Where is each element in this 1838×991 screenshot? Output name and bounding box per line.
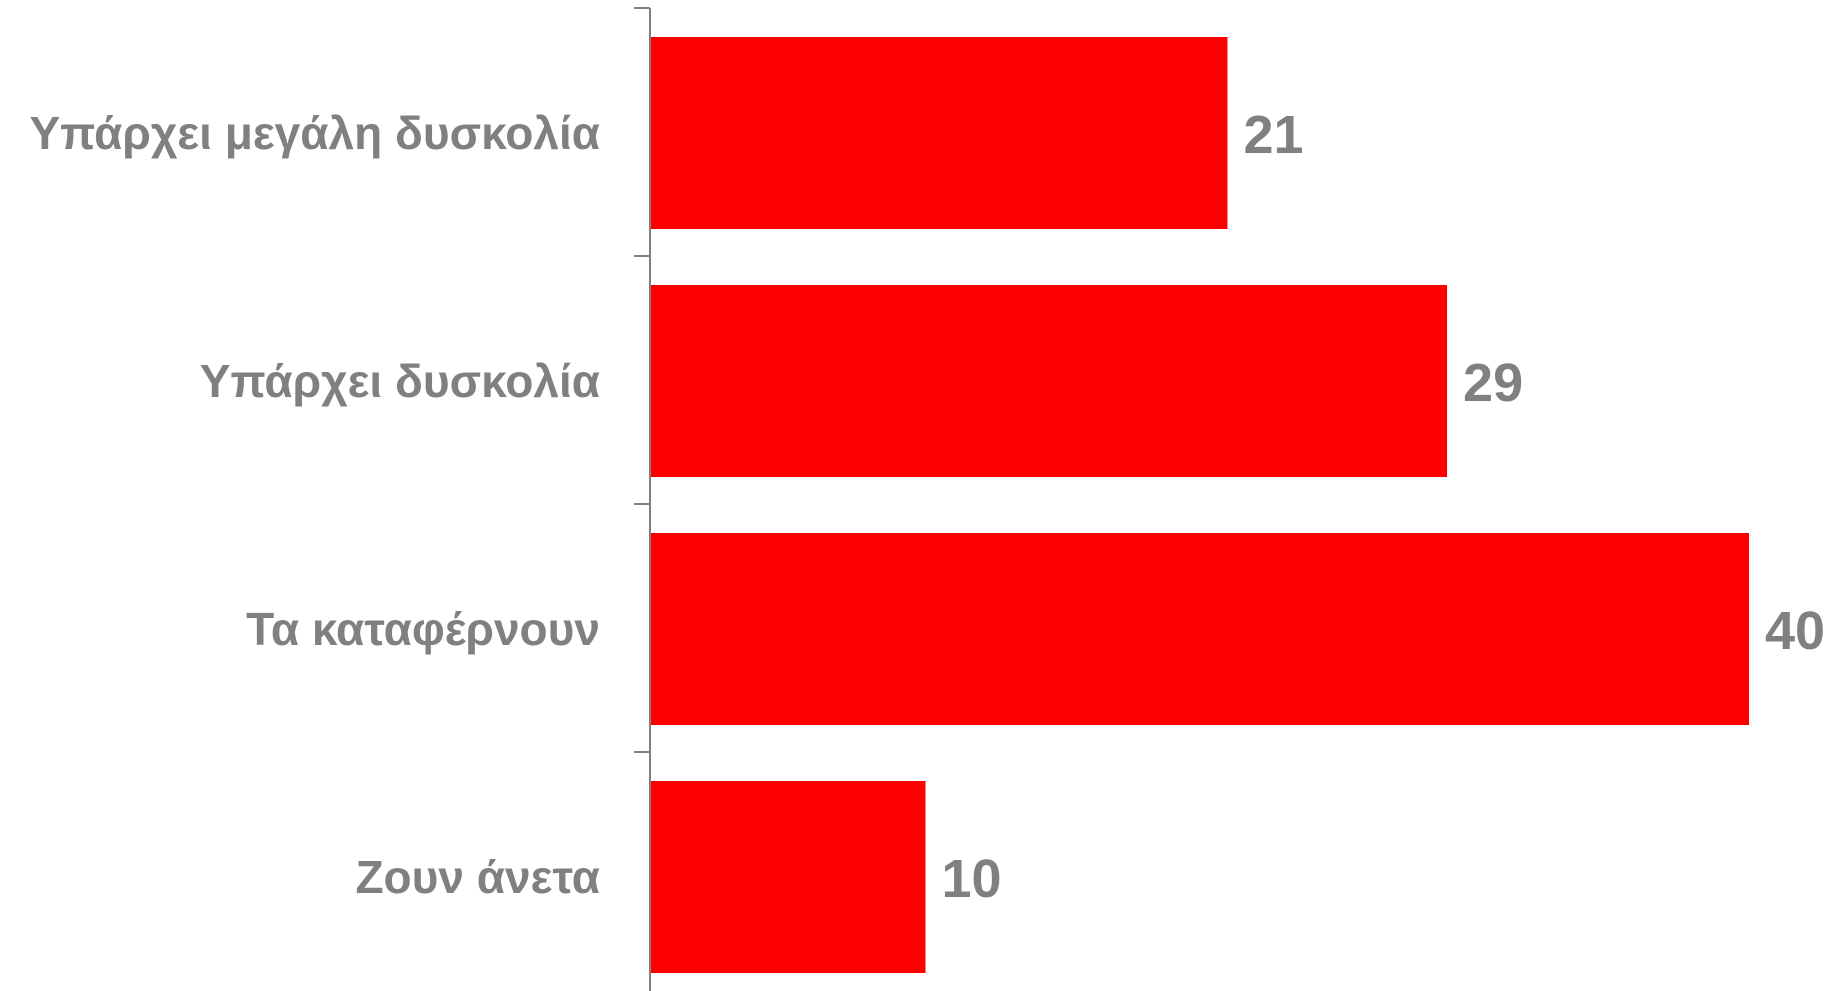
category-axis bbox=[634, 7, 651, 991]
value-label: 29 bbox=[1463, 353, 1523, 413]
value-label: 40 bbox=[1765, 601, 1825, 661]
bar bbox=[651, 781, 926, 973]
category-label: Τα καταφέρνουν bbox=[246, 603, 600, 655]
bar bbox=[651, 285, 1448, 477]
category-label: Υπάρχει δυσκολία bbox=[200, 355, 600, 407]
category-label: Ζουν άνετα bbox=[355, 851, 600, 903]
value-label: 10 bbox=[942, 849, 1002, 909]
category-labels: Υπάρχει μεγάλη δυσκολία Υπάρχει δυσκολία Τ… bbox=[29, 107, 600, 903]
category-label: Υπάρχει μεγάλη δυσκολία bbox=[29, 107, 600, 159]
value-label: 21 bbox=[1243, 105, 1303, 165]
bar bbox=[651, 533, 1749, 725]
bar bbox=[651, 37, 1228, 229]
value-labels: 21 29 40 10 bbox=[942, 105, 1826, 909]
bars-group bbox=[651, 37, 1749, 973]
